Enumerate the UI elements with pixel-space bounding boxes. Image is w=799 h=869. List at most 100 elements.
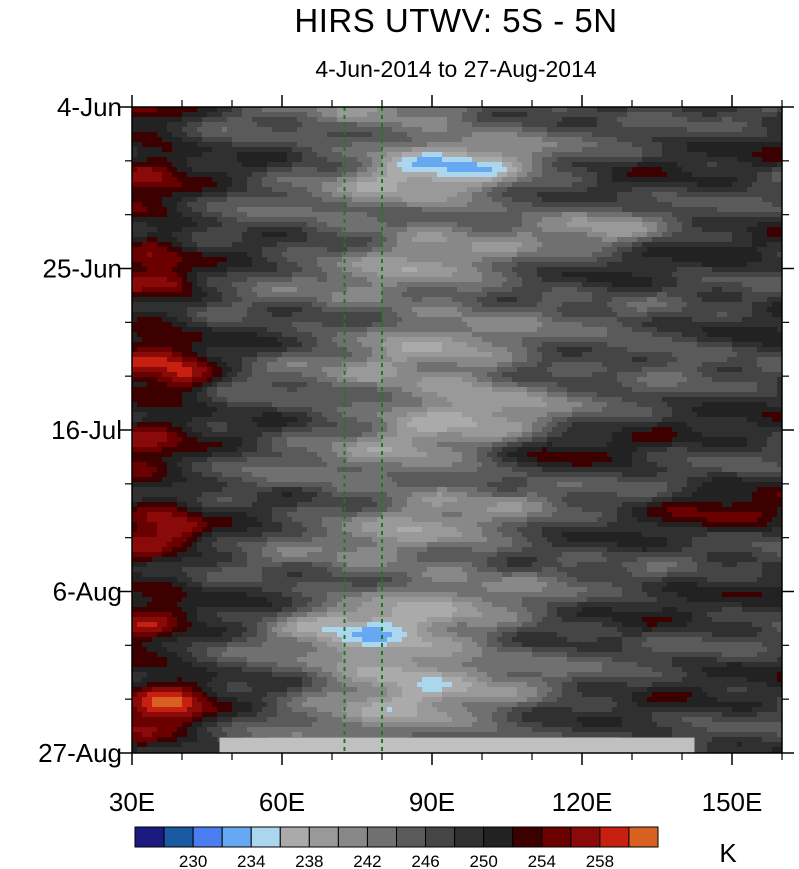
heatmap-cell [357,232,363,238]
heatmap-cell [747,227,753,233]
heatmap-cell [527,262,533,268]
heatmap-cell [662,267,668,273]
heatmap-cell [722,207,728,213]
heatmap-cell [457,212,463,218]
heatmap-cell [352,267,358,273]
heatmap-cell [772,237,778,243]
heatmap-cell [627,132,633,138]
heatmap-cell [332,202,338,208]
heatmap-cell [712,282,718,288]
heatmap-cell [732,282,738,288]
heatmap-cell [142,272,148,278]
heatmap-cell [197,187,203,193]
heatmap-cell [472,107,478,113]
heatmap-cell [457,202,463,208]
heatmap-cell [177,177,183,183]
heatmap-cell [352,287,358,293]
heatmap-cell [477,217,483,223]
heatmap-cell [207,147,213,153]
heatmap-cell [552,207,558,213]
heatmap-cell [762,222,768,228]
heatmap-cell [297,142,303,148]
heatmap-cell [212,267,218,273]
heatmap-cell [687,197,693,203]
heatmap-cell [392,212,398,218]
heatmap-cell [397,262,403,268]
heatmap-cell [382,122,388,128]
heatmap-cell [662,222,668,228]
heatmap-cell [682,162,688,168]
heatmap-cell [572,272,578,278]
heatmap-cell [527,162,533,168]
heatmap-cell [752,292,758,298]
heatmap-cell [442,252,448,258]
heatmap-cell [202,112,208,118]
heatmap-cell [737,207,743,213]
heatmap-cell [707,137,713,143]
heatmap-cell [182,247,188,253]
heatmap-cell [157,117,163,123]
heatmap-cell [757,207,763,213]
heatmap-cell [652,182,658,188]
heatmap-cell [182,207,188,213]
heatmap-cell [532,107,538,113]
heatmap-cell [552,187,558,193]
heatmap-cell [632,287,638,293]
heatmap-cell [197,297,203,303]
heatmap-cell [442,117,448,123]
heatmap-cell [607,197,613,203]
heatmap-cell [667,227,673,233]
heatmap-cell [597,112,603,118]
heatmap-cell [597,127,603,133]
heatmap-cell [237,277,243,283]
heatmap-cell [172,237,178,243]
heatmap-cell [447,257,453,263]
heatmap-cell [722,277,728,283]
heatmap-cell [562,122,568,128]
heatmap-cell [407,127,413,133]
heatmap-cell [167,207,173,213]
heatmap-cell [397,162,403,168]
heatmap-cell [777,127,782,133]
heatmap-cell [772,287,778,293]
heatmap-cell [257,257,263,263]
heatmap-cell [242,147,248,153]
heatmap-cell [727,182,733,188]
heatmap-cell [667,247,673,253]
heatmap-cell [412,292,418,298]
heatmap-cell [457,142,463,148]
heatmap-cell [292,292,298,298]
heatmap-cell [612,197,618,203]
heatmap-cell [262,192,268,198]
heatmap-cell [647,187,653,193]
heatmap-cell [327,207,333,213]
heatmap-cell [637,232,643,238]
heatmap-cell [177,167,183,173]
heatmap-cell [662,257,668,263]
heatmap-cell [422,112,428,118]
heatmap-cell [612,207,618,213]
heatmap-cell [407,182,413,188]
heatmap-cell [572,242,578,248]
heatmap-cell [297,192,303,198]
heatmap-cell [457,262,463,268]
heatmap-cell [652,122,658,128]
heatmap-cell [502,217,508,223]
heatmap-cell [332,282,338,288]
heatmap-cell [687,267,693,273]
heatmap-cell [187,297,193,303]
heatmap-cell [312,107,318,113]
heatmap-cell [707,167,713,173]
heatmap-cell [167,227,173,233]
heatmap-cell [772,217,778,223]
heatmap-cell [357,197,363,203]
heatmap-cell [347,292,353,298]
heatmap-cell [352,272,358,278]
heatmap-cell [477,242,483,248]
heatmap-cell [682,112,688,118]
heatmap-cell [137,187,143,193]
heatmap-cell [132,117,138,123]
heatmap-cell [707,197,713,203]
heatmap-cell [737,147,743,153]
heatmap-cell [497,192,503,198]
